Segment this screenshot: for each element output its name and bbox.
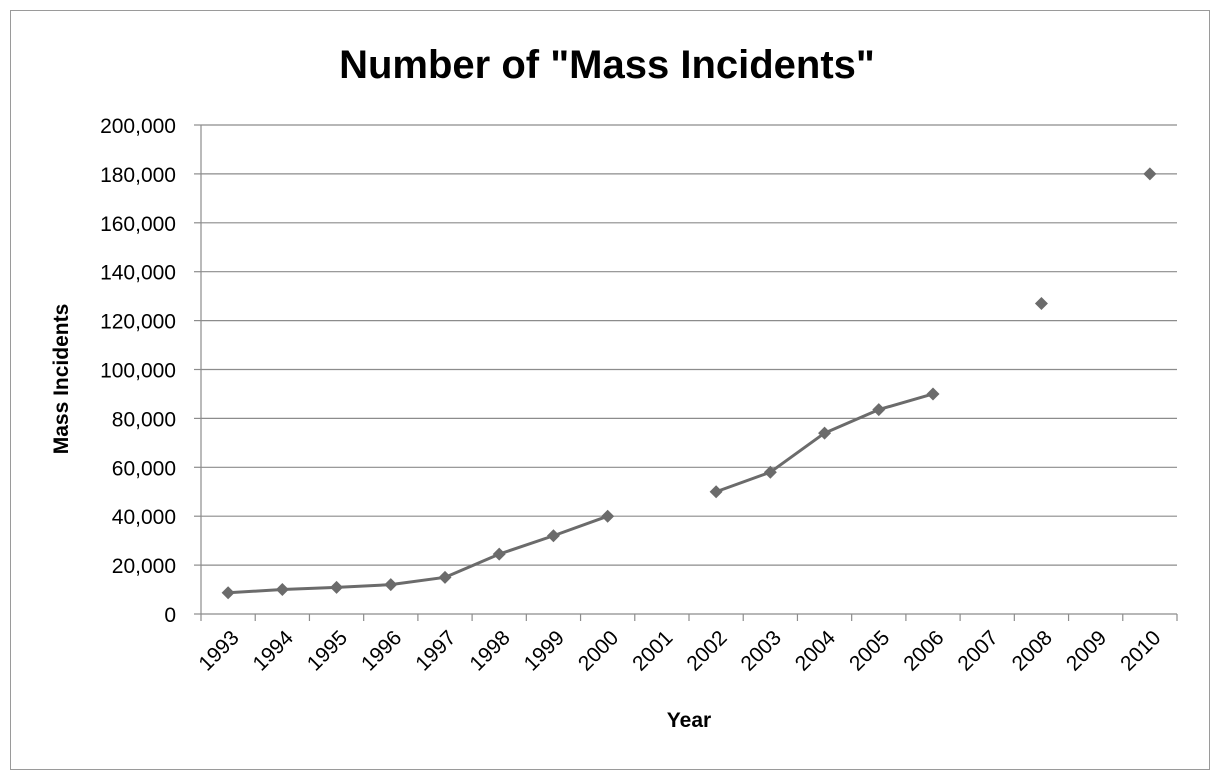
data-point	[384, 578, 398, 592]
x-tick-label: 2004	[791, 626, 841, 676]
y-tick-labels: 0 20,000 40,000 60,000 80,000 100,000 120,000 1…	[100, 115, 176, 627]
x-tick-label: 1998	[465, 626, 514, 675]
x-tick-label: 2003	[737, 626, 786, 675]
y-tick-label: 40,000	[112, 506, 176, 529]
series-markers	[221, 167, 1157, 600]
data-point	[330, 580, 344, 594]
line-chart: Number of "Mass Incidents" 0 20,000 40,000…	[50, 43, 1178, 732]
x-tick-label: 1997	[411, 626, 460, 675]
data-point	[438, 570, 452, 584]
data-point	[275, 583, 289, 597]
data-point	[492, 547, 506, 561]
y-tick-label: 180,000	[100, 164, 176, 187]
data-point	[818, 426, 832, 440]
x-axis-title: Year	[667, 709, 711, 732]
data-point	[872, 403, 886, 417]
data-point	[1034, 296, 1048, 310]
x-tick-label: 1995	[303, 626, 352, 675]
y-tick-label: 0	[164, 604, 176, 627]
y-tick-label: 20,000	[112, 555, 176, 578]
y-tick-label: 120,000	[100, 311, 176, 334]
x-tick-label: 2001	[628, 626, 677, 675]
x-tick-label: 2010	[1116, 626, 1165, 675]
x-tick-label: 1993	[194, 626, 243, 675]
y-axis-title: Mass Incidents	[50, 304, 73, 455]
x-tick-label: 2000	[574, 626, 623, 675]
y-tick-label: 100,000	[100, 360, 176, 383]
x-tick-labels: 1993 1994 1995 1996 1997 1998 1999 2000 2001 2002…	[194, 626, 1165, 676]
x-tick-label: 2009	[1062, 626, 1111, 675]
x-tick-label: 2002	[682, 626, 731, 675]
series-line	[226, 514, 610, 595]
y-tick-label: 80,000	[112, 408, 176, 431]
data-point	[763, 465, 777, 479]
y-tick-label: 140,000	[100, 262, 176, 285]
x-tick-label: 1999	[520, 626, 569, 675]
data-point	[546, 529, 560, 543]
chart-title: Number of "Mass Incidents"	[339, 43, 875, 87]
series-lines	[226, 392, 935, 595]
gridlines	[194, 124, 1178, 621]
x-tick-label: 2006	[899, 626, 948, 675]
data-point	[1143, 167, 1157, 181]
x-tick-label: 2008	[1008, 626, 1057, 675]
data-point	[601, 509, 615, 523]
x-tick-label: 1994	[249, 626, 299, 676]
series-line	[714, 392, 935, 494]
chart-frame: Number of "Mass Incidents" 0 20,000 40,000…	[10, 10, 1210, 770]
data-point	[926, 387, 940, 401]
data-point	[709, 485, 723, 499]
x-tick-label: 2005	[845, 626, 894, 675]
y-tick-label: 60,000	[112, 457, 176, 480]
x-tick-label: 2007	[953, 626, 1002, 675]
data-point	[221, 586, 235, 600]
y-tick-label: 200,000	[100, 115, 176, 138]
x-tick-label: 1996	[357, 626, 406, 675]
y-tick-label: 160,000	[100, 213, 176, 236]
